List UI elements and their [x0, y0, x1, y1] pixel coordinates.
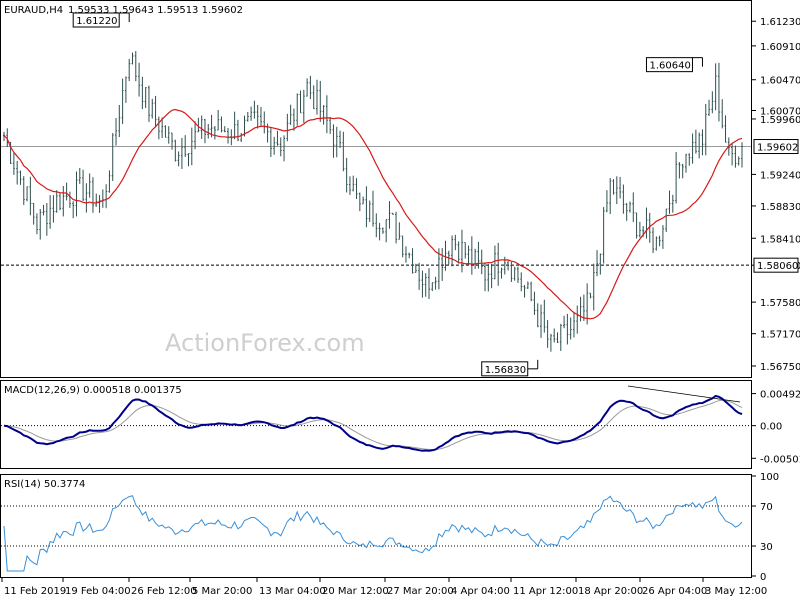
annotation-label: 1.61220	[76, 16, 117, 27]
time-tick-label: 4 Apr 04:00	[451, 586, 510, 597]
price-tick-label: 1.60070	[760, 107, 800, 118]
price-tick-label: 1.60910	[760, 42, 800, 53]
price-grid	[1, 146, 751, 266]
time-tick-label: 3 May 12:00	[705, 586, 767, 597]
price-tick-label: 1.57580	[760, 298, 800, 309]
rsi-tick-label: 100	[760, 472, 779, 483]
support-box	[753, 257, 799, 273]
rsi-title: RSI(14) 50.3774	[4, 479, 85, 490]
price-tick-label: 1.58830	[760, 202, 800, 213]
watermark: ActionForex.com	[165, 329, 365, 357]
macd-panel	[0, 380, 752, 469]
time-tick-label: 11 Apr 12:00	[513, 586, 578, 597]
annotation-label: 1.60640	[649, 61, 690, 72]
time-tick-label: 20 Mar 12:00	[322, 586, 389, 597]
time-tick-label: 26 Feb 12:00	[131, 586, 197, 597]
macd-axis: 0.004921 0.00 -0.005011	[752, 390, 800, 465]
macd-main-line	[3, 394, 743, 452]
support-label: 1.58060	[757, 261, 798, 272]
macd-divergence-line	[627, 385, 741, 403]
time-tick-label: 18 Apr 20:00	[578, 586, 643, 597]
price-tick-label: 1.57170	[760, 330, 800, 341]
annotation-box	[645, 57, 693, 73]
rsi-line	[3, 495, 743, 572]
price-panel	[0, 0, 752, 378]
price-tick-label: 1.59960	[760, 115, 800, 126]
price-tick-label: 1.61230	[760, 17, 800, 28]
time-tick-label: 11 Feb 2019	[4, 586, 66, 597]
rsi-tick-label: 30	[760, 542, 773, 553]
last-price-box	[753, 139, 799, 155]
annotation-label: 1.56830	[485, 365, 526, 376]
moving-average-line	[3, 108, 743, 320]
last-price-label: 1.59602	[757, 143, 798, 154]
macd-tick-label: -0.005011	[760, 454, 800, 465]
candles	[3, 51, 743, 352]
time-tick-label: 26 Apr 04:00	[642, 586, 707, 597]
time-tick-label: 27 Mar 20:00	[387, 586, 454, 597]
rsi-tick-label: 70	[760, 502, 773, 513]
rsi-tick-label: 0	[760, 572, 766, 583]
chart-symbol: EURAUD,H4	[4, 5, 63, 16]
annotation-box	[72, 12, 120, 28]
price-tick-label: 1.60470	[760, 76, 800, 87]
price-tick-label: 1.56750	[760, 362, 800, 373]
rsi-grid	[1, 505, 751, 547]
chart-ohlc: 1.59533 1.59643 1.59513 1.59602	[68, 5, 243, 16]
rsi-panel	[0, 474, 752, 578]
macd-tick-label: 0.004921	[760, 390, 800, 401]
price-tick-label: 1.58410	[760, 234, 800, 245]
time-tick-label: 5 Mar 20:00	[192, 586, 252, 597]
macd-title: MACD(12,26,9) 0.000518 0.001375	[4, 385, 182, 396]
time-tick-label: 13 Mar 04:00	[259, 586, 326, 597]
time-tick-label: 19 Feb 04:00	[65, 586, 131, 597]
rsi-axis: 100 70 30 0	[752, 472, 779, 583]
price-tick-label: 1.59240	[760, 170, 800, 181]
macd-tick-label: 0.00	[760, 422, 782, 433]
macd-signal-line	[4, 399, 743, 451]
price-annotations: 1.61220 1.60640 1.56830	[72, 12, 703, 377]
